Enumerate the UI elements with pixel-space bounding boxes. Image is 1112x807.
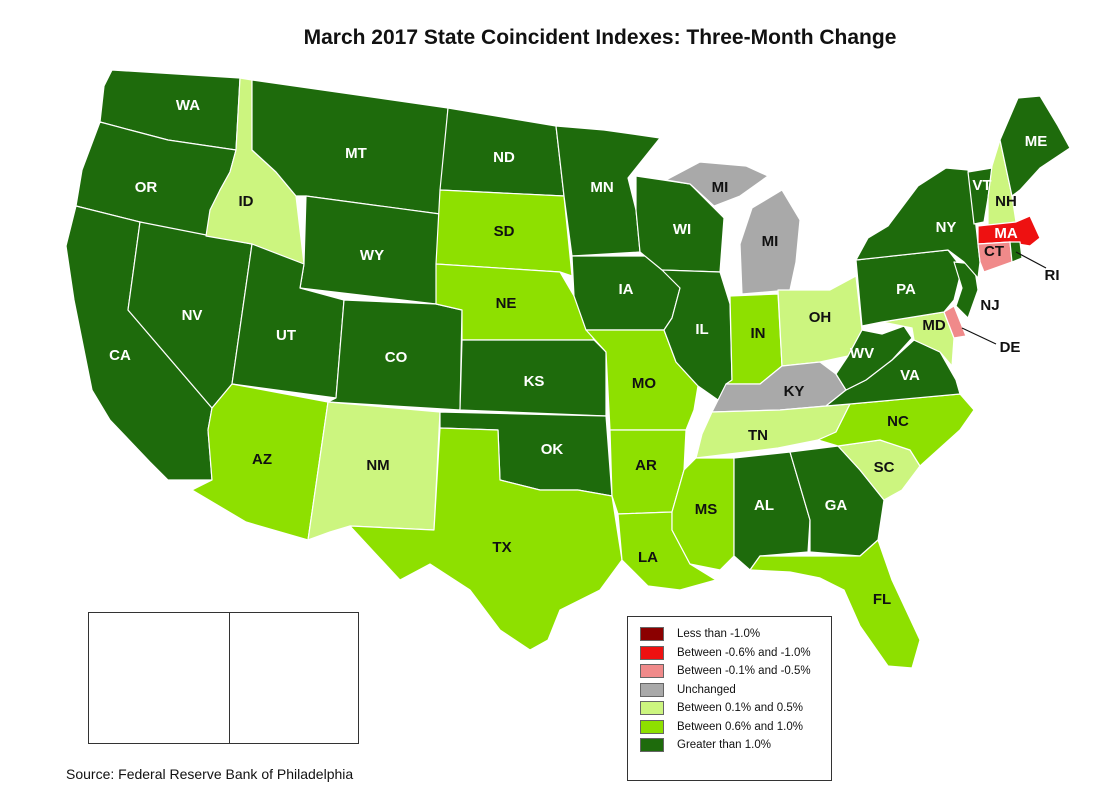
label-co: CO [385,349,408,366]
state-ks[interactable] [459,339,607,417]
label-ia: IA [619,281,634,298]
legend-swatch [640,645,664,660]
leader-lines [961,251,1047,345]
state-mi-lp[interactable] [739,189,801,295]
legend-label: Between -0.6% and -1.0% [677,646,811,659]
label-wi: WI [673,221,691,238]
label-ga: GA [825,497,848,514]
label-la: LA [638,549,658,566]
label-ny: NY [936,219,957,236]
state-fl[interactable] [749,539,921,669]
label-ma: MA [994,225,1017,242]
state-me[interactable] [999,95,1071,197]
label-nc: NC [887,413,909,430]
label-fl: FL [873,591,891,608]
legend-item-gt-p1: Greater than 1.0% [640,736,831,755]
legend-item-unchanged: Unchanged [640,681,831,700]
source-note: Source: Federal Reserve Bank of Philadel… [66,766,354,782]
label-mi-up: MI [712,179,729,196]
legend-swatch [640,738,664,753]
label-or: OR [135,179,158,196]
label-ct: CT [984,243,1004,260]
label-id: ID [239,193,254,210]
legend: Less than -1.0% Between -0.6% and -1.0% … [627,616,832,781]
label-mt: MT [345,145,367,162]
state-sd[interactable] [435,189,573,277]
state-mi-up[interactable] [665,161,769,207]
legend-item-neg06-neg1: Between -0.6% and -1.0% [640,644,831,663]
label-vt: VT [972,177,991,194]
state-nc[interactable] [817,393,975,467]
legend-swatch [640,719,664,734]
legend-item-p01-p05: Between 0.1% and 0.5% [640,699,831,718]
label-sd: SD [494,223,515,240]
label-wy: WY [360,247,384,264]
states-layer [65,69,1071,717]
label-mi-lp: MI [762,233,779,250]
label-mn: MN [590,179,613,196]
state-de[interactable] [943,305,967,339]
label-ky: KY [784,383,805,400]
state-tx[interactable] [349,427,623,651]
label-ri: RI [1045,267,1060,284]
label-tn: TN [748,427,768,444]
legend-swatch [640,701,664,716]
legend-label: Unchanged [677,683,736,696]
label-nv: NV [182,307,203,324]
state-ms[interactable] [671,457,735,571]
label-il: IL [695,321,708,338]
label-ut: UT [276,327,296,344]
state-ct[interactable] [977,241,1013,273]
label-mo: MO [632,375,656,392]
label-az: AZ [252,451,272,468]
state-wy[interactable] [299,195,441,305]
label-ne: NE [496,295,517,312]
label-va: VA [900,367,920,384]
label-pa: PA [896,281,916,298]
legend-label: Between 0.1% and 0.5% [677,702,803,715]
label-me: ME [1025,133,1048,150]
legend-label: Between 0.6% and 1.0% [677,720,803,733]
label-nd: ND [493,149,515,166]
label-oh: OH [809,309,832,326]
label-ok: OK [541,441,564,458]
state-il[interactable] [661,269,733,401]
label-in: IN [751,325,766,342]
label-ar: AR [635,457,657,474]
label-md: MD [922,317,945,334]
legend-swatch [640,627,664,642]
label-nh: NH [995,193,1017,210]
hawaii-inset-frame [229,612,359,744]
state-vt[interactable] [967,167,993,225]
state-pa[interactable] [855,249,963,327]
legend-label: Less than -1.0% [677,628,761,641]
leader-de [961,327,997,345]
label-ks: KS [524,373,545,390]
label-al: AL [754,497,774,514]
label-wa: WA [176,97,200,114]
alaska-inset-frame [88,612,230,744]
label-ms: MS [695,501,718,518]
legend-item-lt-neg1: Less than -1.0% [640,625,831,644]
label-tx: TX [492,539,511,556]
label-sc: SC [874,459,895,476]
label-nj: NJ [980,297,999,314]
legend-item-neg01-neg05: Between -0.1% and -0.5% [640,662,831,681]
legend-swatch [640,664,664,679]
map-title: March 2017 State Coincident Indexes: Thr… [303,26,897,49]
legend-label: Between -0.1% and -0.5% [677,665,811,678]
label-ca: CA [109,347,131,364]
legend-label: Greater than 1.0% [677,739,771,752]
legend-item-p06-p1: Between 0.6% and 1.0% [640,718,831,737]
label-de: DE [1000,339,1021,356]
legend-swatch [640,682,664,697]
label-nm: NM [366,457,389,474]
label-wv: WV [850,345,874,362]
state-wv[interactable] [835,325,913,391]
leader-ri [1015,251,1047,269]
